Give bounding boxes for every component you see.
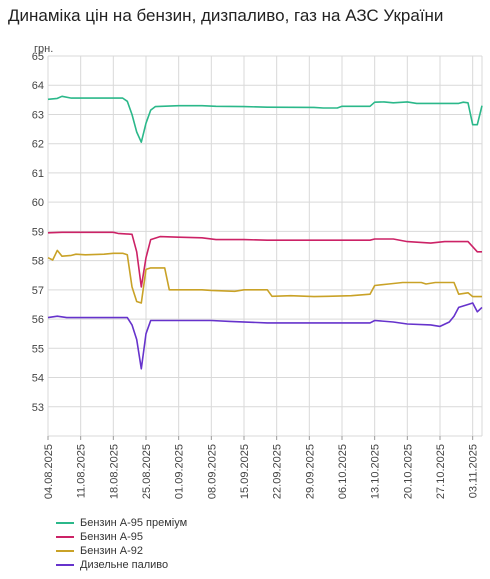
y-tick-label: 61 bbox=[32, 168, 44, 180]
chart-title: Динаміка цін на бензин, дизпаливо, газ н… bbox=[8, 6, 444, 25]
legend-label: Дизельне паливо bbox=[80, 559, 169, 571]
y-tick-label: 53 bbox=[32, 402, 44, 414]
y-tick-label: 58 bbox=[32, 256, 44, 268]
y-tick-label: 56 bbox=[32, 314, 44, 326]
legend-swatch bbox=[56, 522, 74, 524]
legend: Бензин А-95 преміум Бензин А-95 Бензин А-9… bbox=[56, 516, 187, 572]
x-tick-label: 20.10.2025 bbox=[402, 444, 414, 499]
grid bbox=[47, 55, 483, 437]
y-tick-label: 57 bbox=[32, 285, 44, 297]
y-tick-label: 60 bbox=[32, 197, 44, 209]
x-tick-label: 29.09.2025 bbox=[304, 444, 316, 499]
x-tick-label: 27.10.2025 bbox=[435, 444, 447, 499]
x-tick-label: 01.09.2025 bbox=[174, 444, 186, 499]
series-line-3 bbox=[47, 302, 483, 370]
legend-label: Бензин А-92 bbox=[80, 545, 143, 557]
legend-item: Дизельне паливо bbox=[56, 558, 187, 572]
y-tick-label: 54 bbox=[32, 373, 44, 385]
y-tick-label: 64 bbox=[32, 80, 44, 92]
x-tick-label: 06.10.2025 bbox=[337, 444, 349, 499]
x-tick-label: 04.08.2025 bbox=[43, 444, 55, 499]
series-line-0 bbox=[47, 95, 483, 143]
legend-label: Бензин А-95 bbox=[80, 531, 143, 543]
x-tick-label: 13.10.2025 bbox=[370, 444, 382, 499]
y-tick-label: 62 bbox=[32, 139, 44, 151]
x-tick-label: 11.08.2025 bbox=[76, 444, 88, 498]
y-tick-label: 63 bbox=[32, 109, 44, 121]
series-line-1 bbox=[47, 231, 482, 288]
y-axis-unit-label: грн. bbox=[34, 43, 53, 55]
axes: 53 54 55 56 57 58 59 60 61 62 63 64 65 04.08.2025 11.0… bbox=[32, 51, 480, 499]
x-tick-label: 18.08.2025 bbox=[108, 444, 120, 499]
y-tick-label: 55 bbox=[32, 343, 44, 355]
legend-swatch bbox=[56, 550, 74, 552]
series-lines bbox=[47, 95, 483, 370]
legend-item: Бензин А-95 преміум bbox=[56, 516, 187, 530]
y-tick-label: 59 bbox=[32, 226, 44, 238]
legend-swatch bbox=[56, 564, 74, 566]
x-tick-label: 08.09.2025 bbox=[206, 444, 218, 499]
line-chart: 53 54 55 56 57 58 59 60 61 62 63 64 65 04.08.2025 11.0… bbox=[32, 43, 483, 499]
legend-item: Бензин А-95 bbox=[56, 530, 187, 544]
legend-swatch bbox=[56, 536, 74, 538]
x-tick-label: 15.09.2025 bbox=[239, 444, 251, 499]
y-tick-label: 65 bbox=[32, 51, 44, 63]
x-tick-label: 22.09.2025 bbox=[272, 444, 284, 499]
x-tick-label: 03.11.2025 bbox=[468, 444, 480, 498]
legend-item: Бензин А-92 bbox=[56, 544, 187, 558]
series-line-2 bbox=[47, 249, 482, 304]
legend-label: Бензин А-95 преміум bbox=[80, 517, 188, 529]
x-tick-label: 25.08.2025 bbox=[141, 444, 153, 499]
